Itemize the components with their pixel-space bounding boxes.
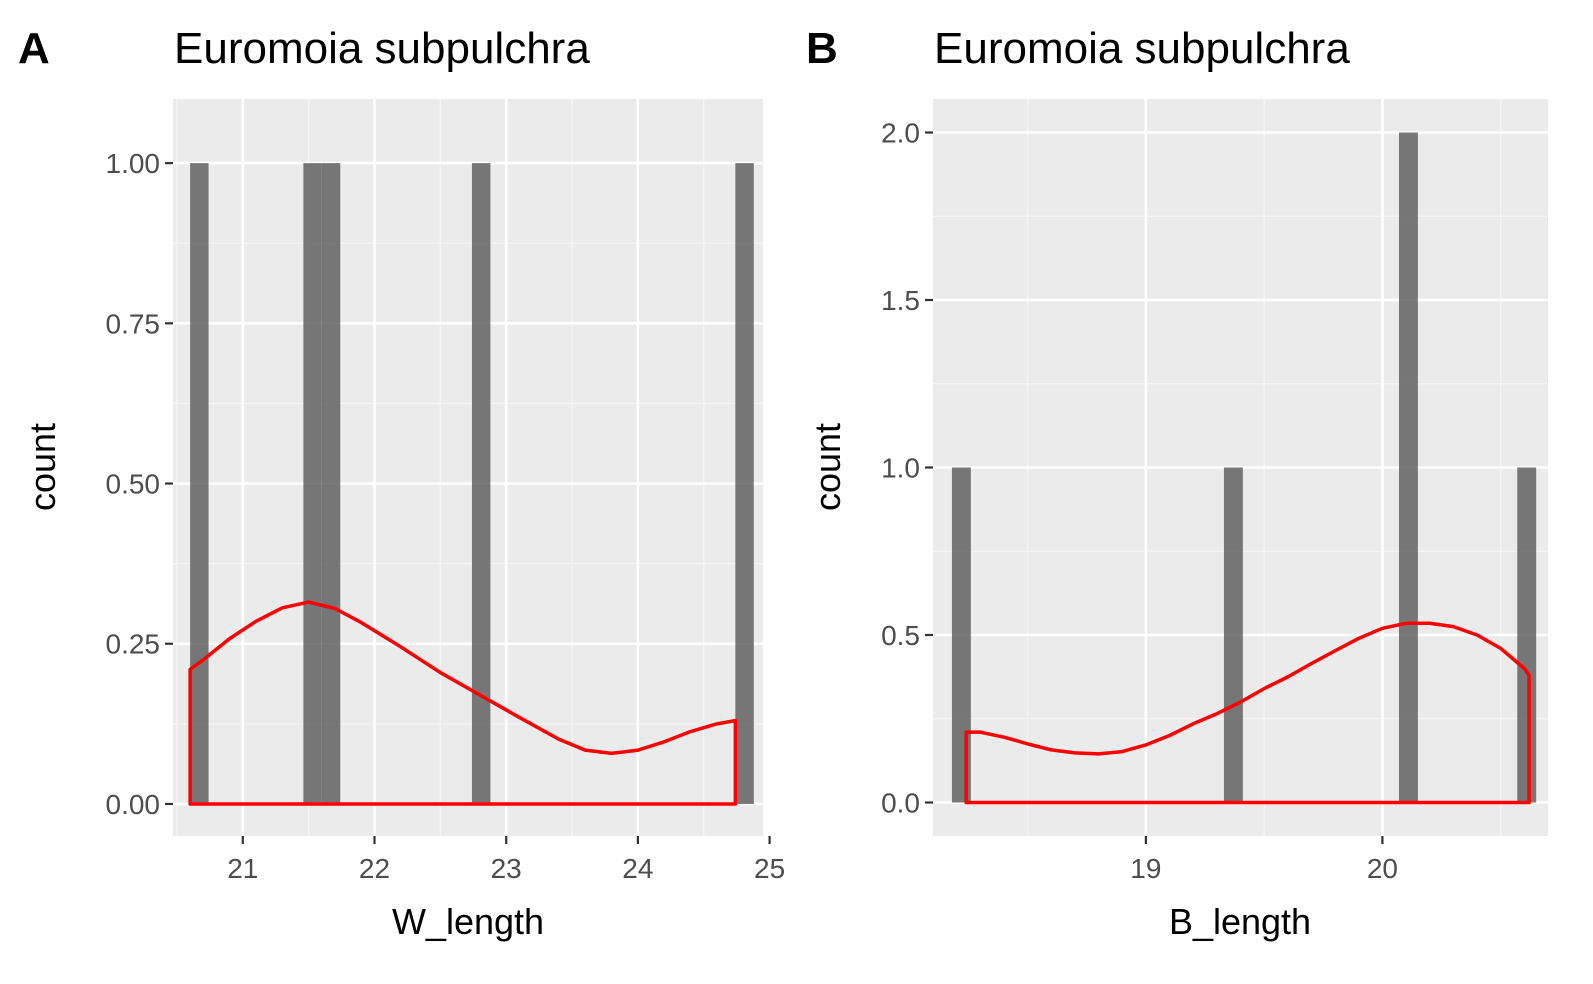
- histogram-bar: [1223, 467, 1243, 803]
- y-tick-label: 0.75: [106, 308, 161, 339]
- histogram-bar: [951, 467, 971, 803]
- panel-a: A Euromoia subpulchra 0.00 0.25 0.50 0.75 1.…: [18, 24, 785, 942]
- x-tick-label: 23: [491, 853, 522, 884]
- x-tick-label: 21: [227, 853, 258, 884]
- x-tick-label: 19: [1130, 853, 1161, 884]
- histogram-bar: [321, 163, 341, 804]
- y-tick-label: 0.00: [106, 789, 161, 820]
- panel-b-bars: [951, 132, 1537, 803]
- panel-b-title: Euromoia subpulchra: [934, 24, 1350, 73]
- panel-b: B Euromoia subpulchra 0.0 0.5 1.0 1.5 2.0 19 2…: [806, 24, 1548, 942]
- y-tick-label: 1.0: [881, 453, 920, 484]
- panel-a-title: Euromoia subpulchra: [174, 24, 590, 73]
- histogram-bar: [471, 163, 491, 804]
- panel-a-density-curve: [188, 600, 738, 806]
- histogram-bar: [303, 163, 322, 804]
- y-tick-label: 0.5: [881, 620, 920, 651]
- histogram-bar: [190, 163, 209, 804]
- x-tick-label: 24: [622, 853, 653, 884]
- panel-b-x-axis-title: B_length: [1169, 901, 1311, 942]
- histogram-bar: [735, 163, 754, 804]
- panel-a-y-axis-title: count: [22, 423, 63, 511]
- y-tick-label: 0.25: [106, 629, 161, 660]
- y-tick-label: 1.5: [881, 285, 920, 316]
- y-tick-label: 0.0: [881, 788, 920, 819]
- panel-a-letter: A: [18, 24, 50, 73]
- panel-a-x-axis-title: W_length: [392, 901, 544, 942]
- panel-b-density-curve: [964, 621, 1531, 805]
- panel-b-letter: B: [806, 24, 838, 73]
- x-tick-label: 25: [754, 853, 785, 884]
- histogram-bar: [1398, 132, 1418, 803]
- y-tick-label: 2.0: [881, 118, 920, 149]
- y-tick-label: 1.00: [106, 148, 161, 179]
- x-tick-label: 20: [1367, 853, 1398, 884]
- y-tick-label: 0.50: [106, 469, 161, 500]
- panel-a-bars: [190, 163, 754, 804]
- panel-b-y-axis-title: count: [807, 423, 848, 511]
- x-tick-label: 22: [359, 853, 390, 884]
- panel-a-background: [173, 99, 763, 836]
- histogram-bar: [1517, 467, 1537, 803]
- panel-b-ticks: 0.0 0.5 1.0 1.5 2.0 19 20: [881, 118, 1398, 885]
- panel-a-ticks: 0.00 0.25 0.50 0.75 1.00 21 22 23 24 25: [106, 148, 786, 884]
